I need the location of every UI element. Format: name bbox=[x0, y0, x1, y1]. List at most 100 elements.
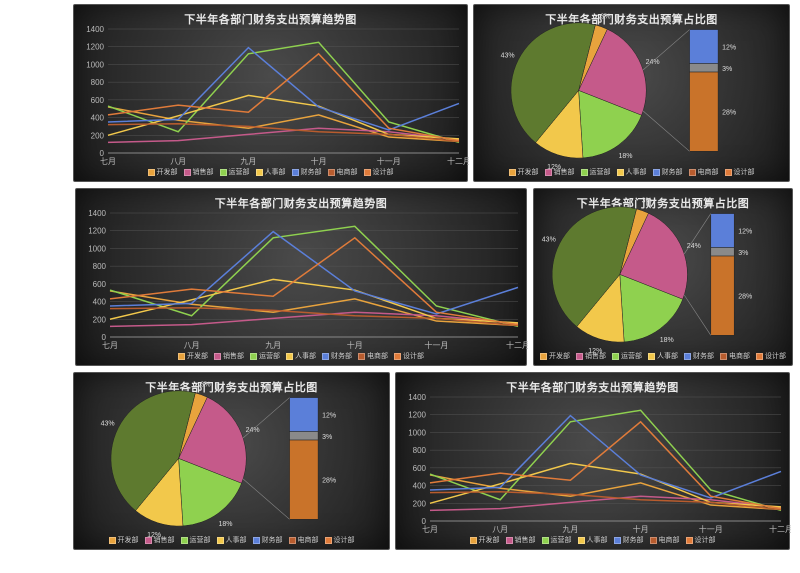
legend-swatch bbox=[148, 169, 155, 176]
legend-label: 人事部 bbox=[295, 353, 316, 360]
legend-swatch bbox=[506, 537, 513, 544]
stacked-bar-segment bbox=[690, 72, 719, 151]
pie-slice-label: 3% bbox=[642, 197, 652, 204]
legend-item: 电商部 bbox=[289, 535, 319, 545]
legend-item: 人事部 bbox=[286, 351, 316, 361]
stacked-bar-label: 3% bbox=[738, 250, 748, 257]
legend-label: 开发部 bbox=[118, 537, 139, 544]
legend-item: 运营部 bbox=[181, 535, 211, 545]
legend-swatch bbox=[576, 353, 583, 360]
legend-item: 运营部 bbox=[250, 351, 280, 361]
connector-line bbox=[643, 30, 690, 71]
x-tick-label: 十一月 bbox=[424, 340, 448, 350]
legend-item: 运营部 bbox=[612, 351, 642, 361]
legend-label: 人事部 bbox=[226, 537, 247, 544]
legend-label: 电商部 bbox=[337, 169, 358, 176]
legend-label: 销售部 bbox=[193, 169, 214, 176]
legend-swatch bbox=[756, 353, 763, 360]
chart-legend: 开发部销售部运营部人事部财务部电商部设计部 bbox=[76, 351, 526, 361]
y-tick-label: 1000 bbox=[86, 60, 104, 69]
pie-slice-label: 24% bbox=[646, 59, 660, 66]
legend-label: 财务部 bbox=[623, 537, 644, 544]
pie-slice-label: 3% bbox=[600, 13, 610, 20]
line-plot: 0200400600800100012001400七月八月九月十月十一月十二月 bbox=[74, 5, 469, 183]
legend-item: 人事部 bbox=[648, 351, 678, 361]
stacked-bar-label: 28% bbox=[738, 294, 752, 301]
chart-legend: 开发部销售部运营部人事部财务部电商部设计部 bbox=[74, 167, 467, 177]
legend-item: 开发部 bbox=[540, 351, 570, 361]
y-tick-label: 800 bbox=[93, 262, 107, 271]
stacked-bar-label: 28% bbox=[722, 110, 736, 117]
legend-swatch bbox=[648, 353, 655, 360]
legend-label: 销售部 bbox=[154, 537, 175, 544]
legend-swatch bbox=[394, 353, 401, 360]
x-tick-label: 七月 bbox=[102, 341, 118, 350]
legend-item: 电商部 bbox=[328, 167, 358, 177]
legend-swatch bbox=[325, 537, 332, 544]
stacked-bar-segment bbox=[690, 30, 719, 64]
legend-swatch bbox=[358, 353, 365, 360]
legend-label: 电商部 bbox=[729, 353, 750, 360]
legend-swatch bbox=[617, 169, 624, 176]
line-chart-panel: 下半年各部门财务支出预算趋势图0200400600800100012001400… bbox=[73, 4, 468, 182]
legend-swatch bbox=[653, 169, 660, 176]
legend-swatch bbox=[612, 353, 619, 360]
pie-slice-label: 18% bbox=[218, 521, 232, 528]
legend-swatch bbox=[650, 537, 657, 544]
x-tick-label: 九月 bbox=[265, 341, 281, 350]
legend-label: 设计部 bbox=[734, 169, 755, 176]
x-tick-label: 十月 bbox=[633, 524, 649, 534]
legend-swatch bbox=[614, 537, 621, 544]
legend-swatch bbox=[684, 353, 691, 360]
legend-item: 销售部 bbox=[545, 167, 575, 177]
legend-item: 电商部 bbox=[650, 535, 680, 545]
pie-slice-label: 18% bbox=[660, 337, 674, 344]
legend-swatch bbox=[689, 169, 696, 176]
y-tick-label: 800 bbox=[413, 446, 427, 455]
legend-item: 财务部 bbox=[614, 535, 644, 545]
legend-label: 人事部 bbox=[265, 169, 286, 176]
line-chart-panel: 下半年各部门财务支出预算趋势图0200400600800100012001400… bbox=[75, 188, 527, 366]
pie-slice-label: 3% bbox=[200, 381, 210, 388]
line-plot: 0200400600800100012001400七月八月九月十月十一月十二月 bbox=[76, 189, 528, 367]
legend-item: 设计部 bbox=[756, 351, 786, 361]
series-line bbox=[108, 42, 459, 142]
legend-swatch bbox=[328, 169, 335, 176]
legend-swatch bbox=[181, 537, 188, 544]
legend-label: 运营部 bbox=[621, 353, 642, 360]
stacked-bar-segment bbox=[290, 432, 319, 440]
legend-swatch bbox=[292, 169, 299, 176]
legend-item: 开发部 bbox=[178, 351, 208, 361]
legend-item: 设计部 bbox=[686, 535, 716, 545]
y-tick-label: 600 bbox=[91, 96, 105, 105]
pie-slice-label: 43% bbox=[501, 52, 515, 59]
stacked-bar-label: 12% bbox=[722, 45, 736, 52]
x-tick-label: 八月 bbox=[492, 525, 508, 534]
legend-label: 设计部 bbox=[334, 537, 355, 544]
legend-label: 财务部 bbox=[331, 353, 352, 360]
legend-swatch bbox=[220, 169, 227, 176]
legend-swatch bbox=[184, 169, 191, 176]
legend-swatch bbox=[145, 537, 152, 544]
connector-line bbox=[243, 398, 290, 439]
legend-item: 开发部 bbox=[509, 167, 539, 177]
chart-legend: 开发部销售部运营部人事部财务部电商部设计部 bbox=[474, 167, 789, 177]
legend-label: 人事部 bbox=[657, 353, 678, 360]
legend-label: 开发部 bbox=[187, 353, 208, 360]
stacked-bar-label: 28% bbox=[322, 478, 336, 485]
pie-plot: 3%24%18%12%43%12%3%28% bbox=[74, 373, 391, 551]
legend-swatch bbox=[545, 169, 552, 176]
legend-item: 开发部 bbox=[470, 535, 500, 545]
legend-swatch bbox=[250, 353, 257, 360]
legend-label: 开发部 bbox=[518, 169, 539, 176]
legend-item: 销售部 bbox=[506, 535, 536, 545]
legend-item: 销售部 bbox=[214, 351, 244, 361]
series-line bbox=[430, 410, 781, 510]
legend-label: 设计部 bbox=[765, 353, 786, 360]
stacked-bar-segment bbox=[290, 398, 319, 432]
x-tick-label: 九月 bbox=[562, 525, 578, 534]
y-tick-label: 1200 bbox=[408, 411, 426, 420]
legend-item: 财务部 bbox=[292, 167, 322, 177]
legend-label: 电商部 bbox=[367, 353, 388, 360]
legend-swatch bbox=[540, 353, 547, 360]
